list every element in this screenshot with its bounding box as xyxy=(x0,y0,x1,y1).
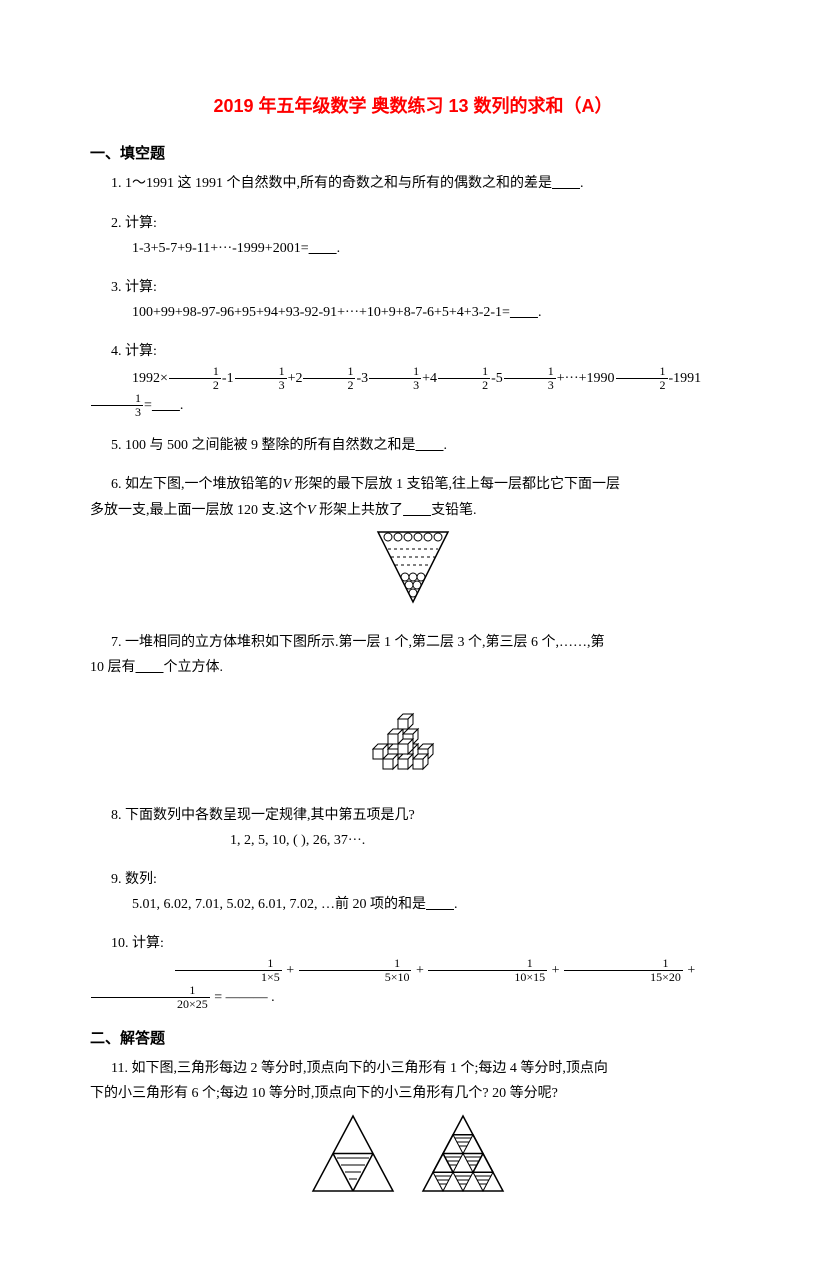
v-rack-icon xyxy=(363,527,463,607)
q6-line2c: 支铅笔. xyxy=(431,503,477,518)
q6-line2a: 多放一支,最上面一层放 120 支.这个 xyxy=(90,503,307,518)
q4-expression: 1992×12-113+212-313+412-513+···+199012-1… xyxy=(90,365,736,420)
q10-expression: 11×5 + 15×10 + 110×15 + 115×20 + 120×25 … xyxy=(90,957,736,1012)
q3-expr: 100+99+98-97-96+95+94+93-92-91+···+10+9+… xyxy=(132,305,510,320)
q4-label: 计算: xyxy=(125,344,157,359)
q1-text-a: 1～1991 这 1991 个自然数中,所有的奇数之和与所有的偶数之和的差是 xyxy=(125,176,552,191)
fraction: 12 xyxy=(169,365,221,392)
fraction: 11×5 xyxy=(175,957,282,984)
q10-label: 计算: xyxy=(132,936,164,951)
question-3: 3. 计算: 100+99+98-97-96+95+94+93-92-91+··… xyxy=(90,275,736,325)
question-1: 1. 1～1991 这 1991 个自然数中,所有的奇数之和与所有的偶数之和的差… xyxy=(90,171,736,196)
q1-text-b: . xyxy=(580,176,584,191)
q3-suffix: . xyxy=(538,305,542,320)
blank xyxy=(136,660,164,675)
fraction: 12 xyxy=(616,365,668,392)
q11-line1: 如下图,三角形每边 2 等分时,顶点向下的小三角形有 1 个;每边 4 等分时,… xyxy=(131,1061,607,1076)
q8-seq: 1, 2, 5, 10, ( ), 26, 37···. xyxy=(230,833,365,848)
italic-v: V xyxy=(283,477,292,492)
fraction: 13 xyxy=(369,365,421,392)
fraction: 13 xyxy=(91,392,143,419)
q8-num: 8. xyxy=(111,808,122,823)
fraction: 12 xyxy=(303,365,355,392)
q2-num: 2. xyxy=(111,216,122,231)
q2-label: 计算: xyxy=(125,216,157,231)
question-10: 10. 计算: 11×5 + 15×10 + 110×15 + 115×20 +… xyxy=(90,931,736,1011)
worksheet-page: 2019 年五年级数学 奥数练习 13 数列的求和（A） 一、填空题 1. 1～… xyxy=(0,0,826,1264)
italic-v: V xyxy=(307,503,316,518)
blank xyxy=(426,897,454,912)
fraction: 110×15 xyxy=(428,957,547,984)
question-5: 5. 100 与 500 之间能被 9 整除的所有自然数之和是 . xyxy=(90,433,736,458)
q7-text-c: 个立方体. xyxy=(164,660,224,675)
q9-num: 9. xyxy=(111,872,122,887)
fraction: 13 xyxy=(504,365,556,392)
question-8: 8. 下面数列中各数呈现一定规律,其中第五项是几? 1, 2, 5, 10, (… xyxy=(90,803,736,853)
q6-line2b: 形架上共放了 xyxy=(316,503,404,518)
q11-figure xyxy=(90,1111,736,1210)
q5-num: 5. xyxy=(111,438,122,453)
q7-text-a: 一堆相同的立方体堆积如下图所示.第一层 1 个,第二层 3 个,第三层 6 个,… xyxy=(125,635,605,650)
question-2: 2. 计算: 1-3+5-7+9-11+···-1999+2001= . xyxy=(90,211,736,261)
triangles-icon xyxy=(293,1111,533,1201)
cube-stack-icon xyxy=(353,684,473,779)
q11-num: 11. xyxy=(111,1061,128,1076)
fraction: 13 xyxy=(235,365,287,392)
blank xyxy=(403,503,431,518)
fraction: 12 xyxy=(438,365,490,392)
section-1-head: 一、填空题 xyxy=(90,140,736,167)
fraction: 120×25 xyxy=(91,984,210,1011)
question-6: 6. 如左下图,一个堆放铅笔的V 形架的最下层放 1 支铅笔,往上每一层都比它下… xyxy=(90,472,736,616)
q7-num: 7. xyxy=(111,635,122,650)
q6-line1b: 形架的最下层放 1 支铅笔,往上每一层都比它下面一层 xyxy=(291,477,620,492)
q5-text-a: 100 与 500 之间能被 9 整除的所有自然数之和是 xyxy=(125,438,416,453)
q6-line1a: 如左下图,一个堆放铅笔的 xyxy=(125,477,283,492)
q8-text: 下面数列中各数呈现一定规律,其中第五项是几? xyxy=(125,808,415,823)
q2-suffix: . xyxy=(337,241,341,256)
q9-label: 数列: xyxy=(125,872,157,887)
blank xyxy=(552,176,580,191)
blank xyxy=(510,305,538,320)
blank xyxy=(416,438,444,453)
q5-text-b: . xyxy=(444,438,448,453)
q6-num: 6. xyxy=(111,477,122,492)
q3-label: 计算: xyxy=(125,280,157,295)
q9-seq-b: . xyxy=(454,897,458,912)
q4-num: 4. xyxy=(111,344,122,359)
fraction: 15×10 xyxy=(299,957,412,984)
q2-expr: 1-3+5-7+9-11+···-1999+2001= xyxy=(132,241,309,256)
blank xyxy=(309,241,337,256)
fraction: 115×20 xyxy=(564,957,683,984)
question-4: 4. 计算: 1992×12-113+212-313+412-513+···+1… xyxy=(90,339,736,419)
q7-figure xyxy=(90,684,736,788)
q11-line2: 下的小三角形有 6 个;每边 10 等分时,顶点向下的小三角形有几个? 20 等… xyxy=(90,1086,558,1101)
q9-seq-a: 5.01, 6.02, 7.01, 5.02, 6.01, 7.02, …前 2… xyxy=(132,897,426,912)
q3-num: 3. xyxy=(111,280,122,295)
question-9: 9. 数列: 5.01, 6.02, 7.01, 5.02, 6.01, 7.0… xyxy=(90,867,736,917)
question-7: 7. 一堆相同的立方体堆积如下图所示.第一层 1 个,第二层 3 个,第三层 6… xyxy=(90,630,736,789)
question-11: 11. 如下图,三角形每边 2 等分时,顶点向下的小三角形有 1 个;每边 4 … xyxy=(90,1056,736,1210)
q1-num: 1. xyxy=(111,176,122,191)
page-title: 2019 年五年级数学 奥数练习 13 数列的求和（A） xyxy=(90,90,736,122)
q7-text-b: 10 层有 xyxy=(90,660,136,675)
q6-figure xyxy=(90,527,736,616)
section-2-head: 二、解答题 xyxy=(90,1025,736,1052)
q10-num: 10. xyxy=(111,936,129,951)
